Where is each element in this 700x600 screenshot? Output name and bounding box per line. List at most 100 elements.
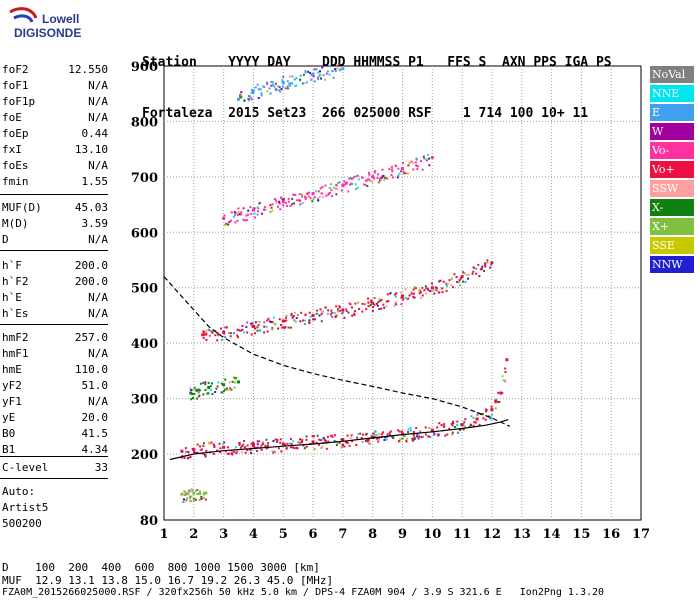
echo-point [253, 207, 256, 210]
echo-point [319, 195, 322, 198]
echo-point [189, 455, 192, 458]
echo-point [228, 332, 231, 335]
echo-point [413, 296, 416, 299]
echo-anchor-point [311, 440, 315, 444]
echo-point [343, 180, 346, 183]
echo-point [198, 394, 201, 397]
echo-point [236, 219, 239, 222]
param-value: 51.0 [81, 379, 109, 392]
echo-point [388, 431, 391, 434]
echo-point [395, 301, 398, 304]
header-line2: Fortaleza 2015 Set23 266 025000 RSF 1 71… [142, 106, 589, 121]
echo-point [325, 72, 328, 75]
echo-point [187, 451, 190, 454]
echo-point [296, 313, 299, 316]
echo-point [395, 303, 398, 306]
echo-point [490, 416, 493, 419]
echo-point [262, 85, 265, 88]
echo-point [321, 311, 324, 314]
echo-point [406, 437, 409, 440]
echo-point [233, 386, 236, 389]
echo-anchor-point [281, 200, 285, 204]
echo-anchor-point [281, 319, 285, 323]
echo-point [254, 325, 257, 328]
echo-point [463, 425, 466, 428]
echo-point [317, 199, 320, 202]
echo-point [295, 77, 298, 80]
legend-item: X+ [650, 218, 694, 235]
param-key: B1 [2, 443, 16, 456]
echo-point [231, 453, 234, 456]
param-value: 1.55 [81, 175, 109, 188]
echo-point [320, 77, 323, 80]
echo-point [325, 447, 328, 450]
echo-point [419, 291, 422, 294]
echo-point [216, 449, 219, 452]
echo-point [383, 179, 386, 182]
param-row: fmin 1.55 [2, 174, 108, 190]
param-row: B1 4.34 [2, 442, 108, 458]
echo-anchor-point [505, 358, 509, 362]
echo-point [190, 388, 193, 391]
echo-point [367, 178, 370, 181]
echo-point [214, 334, 217, 337]
echo-point [319, 70, 322, 73]
echo-point [497, 391, 500, 394]
echo-point [504, 380, 507, 383]
echo-point [236, 334, 239, 337]
echo-point [193, 499, 196, 502]
echo-point [245, 326, 248, 329]
echo-point [342, 311, 345, 314]
echo-point [433, 434, 436, 437]
echo-point [464, 280, 467, 283]
echo-point [198, 389, 201, 392]
echo-point [332, 186, 335, 189]
legend-item: Vo- [650, 142, 694, 159]
echo-point [317, 76, 320, 79]
echo-point [484, 418, 487, 421]
echo-point [211, 393, 214, 396]
echo-point [336, 187, 339, 190]
echo-point [223, 326, 226, 329]
echo-point [462, 280, 465, 283]
echo-point [230, 388, 233, 391]
param-separator [0, 194, 108, 195]
echo-point [368, 441, 371, 444]
y-tick-label: 300 [131, 393, 158, 408]
echo-point [229, 387, 232, 390]
echo-point [481, 413, 484, 416]
echo-point [467, 277, 470, 280]
echo-point [234, 381, 237, 384]
echo-point [373, 297, 376, 300]
echo-point [390, 168, 393, 171]
echo-point [252, 92, 255, 95]
echo-point [371, 309, 374, 312]
echo-point [383, 306, 386, 309]
echo-point [443, 423, 446, 426]
echo-point [430, 282, 433, 285]
echo-point [424, 285, 427, 288]
echo-point [472, 266, 475, 269]
echo-point [322, 195, 325, 198]
echo-point [256, 213, 259, 216]
param-key: yF2 [2, 379, 22, 392]
echo-point [450, 277, 453, 280]
echo-point [276, 205, 279, 208]
echo-point [370, 300, 373, 303]
echo-point [381, 168, 384, 171]
echo-point [468, 425, 471, 428]
echo-point [271, 328, 274, 331]
echo-point [411, 437, 414, 440]
echo-point [237, 329, 240, 332]
echo-point [321, 438, 324, 441]
echo-point [421, 168, 424, 171]
echo-point [260, 448, 263, 451]
echo-point [489, 266, 492, 269]
echo-point [412, 162, 415, 165]
logo-line2: DIGISONDE [14, 26, 82, 40]
echo-point [254, 327, 257, 330]
param-value: 0.44 [81, 127, 109, 140]
echo-point [230, 211, 233, 214]
param-value: N/A [88, 395, 108, 408]
echo-anchor-point [490, 408, 494, 412]
